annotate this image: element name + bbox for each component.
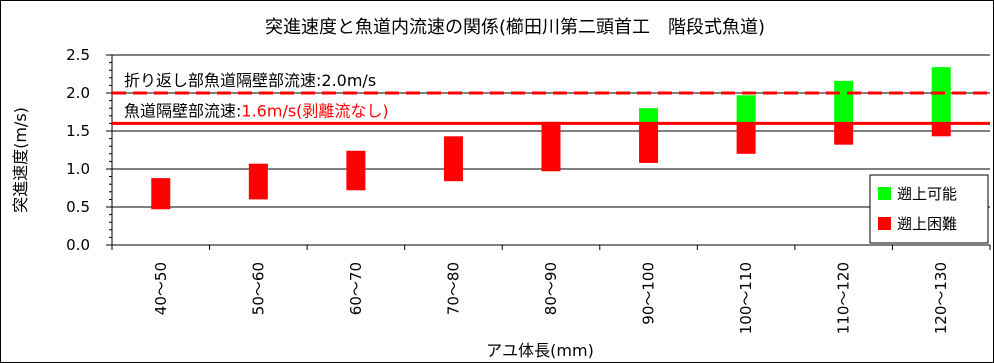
- reference-label-black: 折り返し部魚道隔壁部流速:2.0m/s: [124, 71, 376, 90]
- reference-line-label: 折り返し部魚道隔壁部流速:2.0m/s: [124, 71, 376, 90]
- bar-difficult: [736, 123, 756, 154]
- bar-difficult: [443, 136, 463, 182]
- legend-swatch: [878, 187, 891, 200]
- bar-difficult: [931, 123, 951, 137]
- legend-box: [869, 174, 989, 244]
- bar-difficult: [639, 123, 659, 163]
- bar-possible: [931, 67, 951, 124]
- y-tick-label: 0.5: [66, 198, 90, 216]
- reference-label-red: 1.6m/s(剥離流なし): [241, 101, 388, 120]
- bar-possible: [639, 108, 659, 124]
- y-tick-label: 1.5: [66, 122, 90, 140]
- bar-difficult: [834, 123, 854, 145]
- y-axis-title: 突進速度(m/s): [11, 107, 30, 213]
- y-tick-label: 2.0: [66, 84, 90, 102]
- y-tick-label: 2.5: [66, 46, 90, 64]
- legend-label: 遡上困難: [897, 215, 957, 233]
- plot-area: 0.0 0.5 1.0 1.5 2.0 2.5 40～50 50～60 60～70 70～80 80…: [66, 46, 991, 334]
- reference-line-label: 魚道隔壁部流速:1.6m/s(剥離流なし): [124, 101, 389, 120]
- x-tick-label: 70～80: [444, 262, 462, 315]
- legend-swatch: [878, 217, 891, 230]
- legend-label: 遡上可能: [897, 185, 957, 203]
- x-tick-label: 110～120: [835, 262, 853, 334]
- y-tick-label: 1.0: [66, 160, 90, 178]
- x-tick-label: 90～100: [640, 262, 658, 325]
- reference-label-black: 魚道隔壁部流速:: [124, 101, 241, 120]
- x-tick-label: 40～50: [152, 262, 170, 315]
- chart-title: 突進速度と魚道内流速の関係(櫛田川第二頭首工 階段式魚道): [265, 17, 765, 38]
- x-tick-label: 120～130: [932, 262, 950, 334]
- bar-difficult: [248, 163, 268, 200]
- x-tick-label: 100～110: [737, 262, 755, 334]
- bar-difficult: [151, 178, 171, 210]
- bar-difficult: [346, 150, 366, 191]
- bar-possible: [736, 95, 756, 124]
- x-axis-title: アユ体長(mm): [486, 341, 594, 360]
- x-tick-label: 50～60: [249, 262, 267, 315]
- y-tick-label: 0.0: [66, 236, 90, 254]
- bar-difficult: [541, 121, 561, 172]
- bar-possible: [834, 80, 854, 124]
- x-tick-label: 80～90: [542, 262, 560, 315]
- x-tick-label: 60～70: [347, 262, 365, 315]
